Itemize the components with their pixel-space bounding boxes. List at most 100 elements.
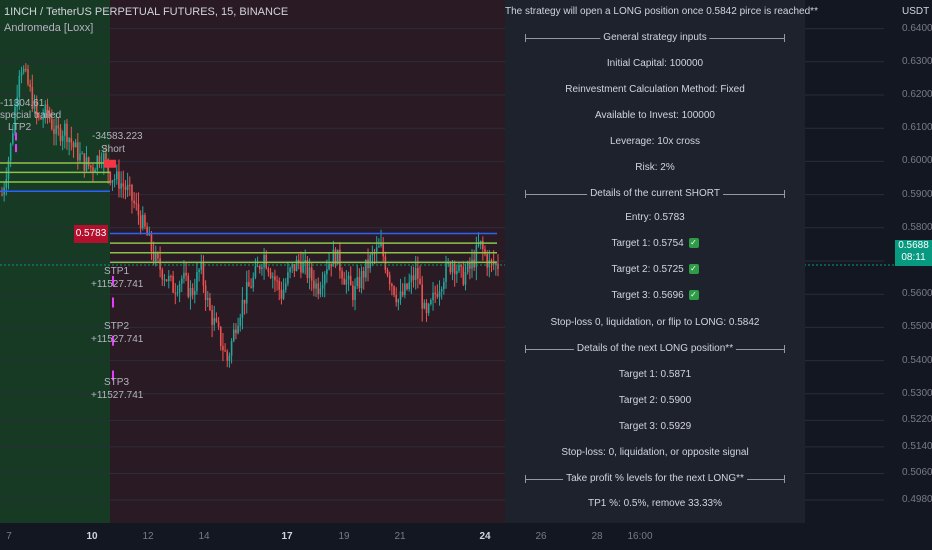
candle-body [282, 289, 285, 299]
time-tick: 26 [535, 531, 547, 542]
price-tick: 0.5800 [902, 221, 932, 233]
ltp-label: LTP2 [8, 122, 32, 133]
candle-body [141, 215, 144, 229]
candle-body [406, 283, 408, 290]
candle-body [92, 167, 94, 172]
candle-body [237, 325, 239, 334]
candle-body [323, 274, 326, 285]
tp1-level: TP1 %: 0.5%, remove 33.33% [588, 498, 722, 509]
candle-body [59, 128, 62, 142]
candle-body [341, 270, 343, 279]
initial-capital: Initial Capital: 100000 [606, 58, 704, 69]
symbol-title[interactable]: 1INCH / TetherUS PERPETUAL FUTURES, 15, … [4, 6, 289, 18]
candle-body [81, 153, 83, 155]
time-tick: 19 [338, 531, 350, 542]
candle-body [202, 262, 205, 286]
price-tick: 0.6400 [902, 22, 932, 34]
candle-body [482, 240, 484, 250]
chart-header: 1INCH / TetherUS PERPETUAL FUTURES, 15, … [4, 6, 288, 34]
candle-body [395, 294, 398, 303]
candle-body [16, 97, 18, 107]
candle-body [40, 117, 42, 120]
candle-body [304, 260, 307, 263]
candle-body [9, 143, 12, 161]
candle-body [382, 242, 385, 257]
candle-body [222, 345, 224, 351]
candle-body [462, 266, 465, 285]
current-price-badge: 0.5688 08:11 [895, 240, 932, 266]
candle-body [371, 252, 374, 256]
candle-body [399, 291, 402, 300]
candle-body [139, 215, 142, 229]
candle-body [297, 259, 300, 263]
candle-body [57, 125, 60, 129]
candle-body [378, 246, 380, 248]
candle-body [235, 329, 237, 334]
candle-body [109, 172, 112, 184]
candle-body [280, 289, 283, 299]
time-tick: 12 [142, 531, 154, 542]
candle-body [27, 69, 29, 85]
candle-body [326, 269, 328, 275]
candle-body [113, 179, 116, 181]
long-stop-loss: Stop-loss: 0, liquidation, or opposite s… [561, 447, 749, 458]
indicator-label[interactable]: Andromeda [Loxx] [4, 22, 94, 34]
candle-body [230, 340, 233, 356]
candle-body [29, 84, 31, 87]
candle-body [111, 180, 114, 184]
candle-body [488, 260, 491, 268]
short-target-2-text: Target 2: 0.5725 [611, 264, 684, 275]
candle-body [126, 184, 129, 190]
short-target-2: Target 2: 0.5725 ✓ [505, 264, 805, 275]
candle-body [330, 263, 333, 267]
candle-body [53, 129, 55, 134]
candle-body [159, 258, 161, 270]
candle-body [105, 153, 107, 160]
current-price: 0.5688 [898, 240, 929, 251]
candle-body [453, 263, 456, 275]
reinvestment-method: Reinvestment Calculation Method: Fixed [565, 84, 745, 95]
candle-body [131, 184, 133, 201]
candle-body [419, 278, 421, 285]
candle-body [434, 292, 436, 295]
candle-body [174, 292, 177, 294]
candle-body [345, 279, 348, 285]
candle-body [146, 226, 148, 236]
candle-body [466, 262, 469, 273]
section-title: General strategy inputs [600, 32, 710, 43]
price-tick: 0.5500 [902, 321, 932, 333]
candle-body [98, 156, 101, 163]
check-icon: ✓ [688, 238, 699, 249]
candle-body [423, 302, 426, 309]
candle-body [250, 286, 252, 288]
candle-body [458, 264, 460, 272]
candle-body [35, 100, 38, 115]
candle-body [362, 270, 365, 278]
candle-body [287, 272, 289, 284]
candle-body [484, 249, 486, 255]
candle-body [154, 253, 157, 262]
candle-body [310, 267, 313, 281]
candle-body [269, 272, 272, 278]
candle-body [46, 104, 49, 113]
candle-body [408, 282, 410, 290]
candle-body [475, 245, 478, 268]
candle-body [79, 153, 81, 161]
candle-body [339, 249, 341, 271]
candle-body [380, 242, 382, 247]
candle-body [133, 200, 135, 204]
candle-body [217, 321, 220, 327]
candle-body [308, 267, 311, 278]
candle-body [421, 284, 423, 309]
time-tick: 14 [198, 531, 210, 542]
price-tick: 0.6000 [902, 155, 932, 167]
candle-body [443, 281, 445, 290]
candle-body [241, 299, 244, 318]
short-stop-loss: Stop-loss 0, liquidation, or flip to LON… [550, 317, 760, 328]
candle-body [204, 285, 207, 301]
candle-body [144, 215, 146, 227]
candle-body [427, 304, 430, 314]
candle-body [334, 249, 337, 265]
